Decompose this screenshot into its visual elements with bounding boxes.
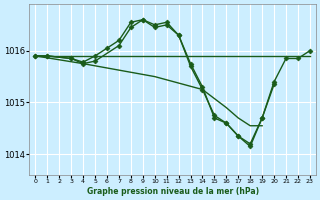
X-axis label: Graphe pression niveau de la mer (hPa): Graphe pression niveau de la mer (hPa) xyxy=(87,187,259,196)
